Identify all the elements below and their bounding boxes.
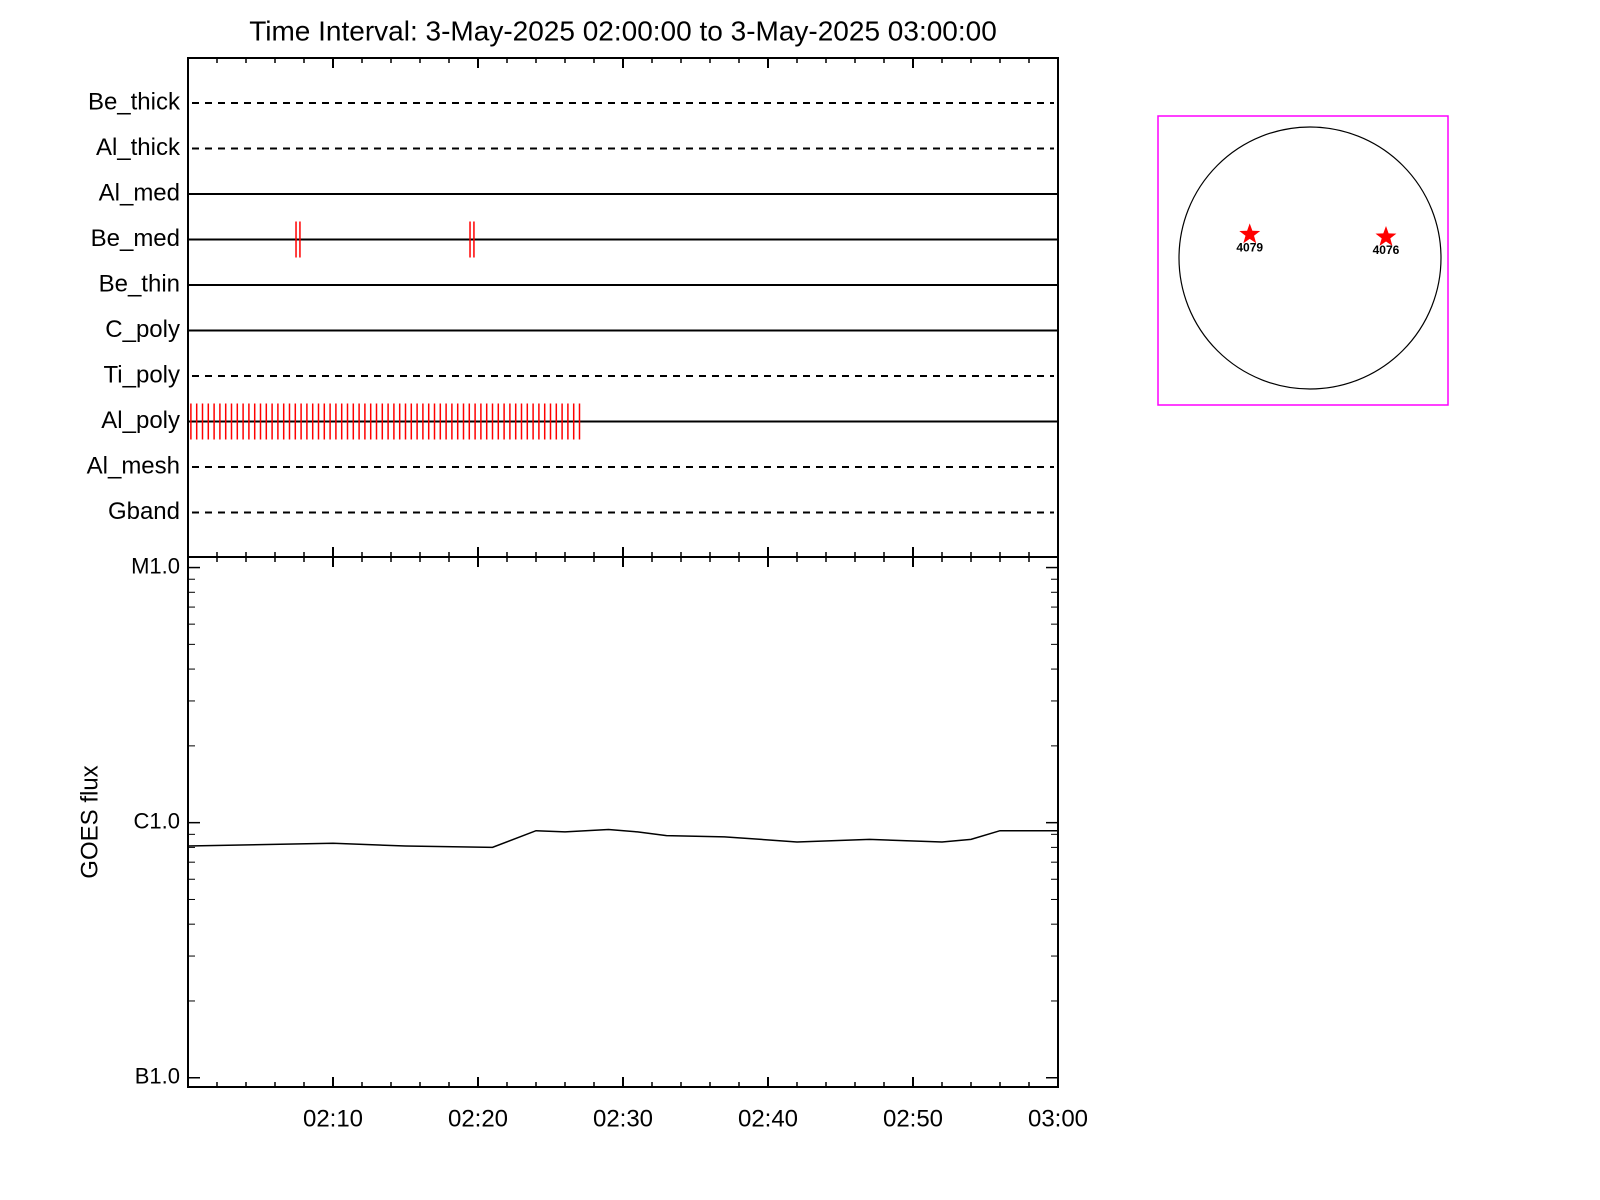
region-star: [1375, 226, 1397, 246]
row-label: Al_mesh: [87, 452, 180, 479]
y-axis-label: GOES flux: [76, 765, 103, 878]
disk-frame: [1157, 115, 1449, 406]
x-tick-label: 03:00: [1028, 1105, 1088, 1132]
region-label: 4079: [1236, 241, 1263, 255]
panel-frame: [187, 556, 1059, 1088]
y-tick-label: M1.0: [131, 553, 180, 578]
row-label: Be_thin: [99, 270, 180, 297]
row-label: C_poly: [105, 316, 180, 343]
x-tick-label: 02:30: [593, 1105, 653, 1132]
row-label: Be_thick: [88, 88, 181, 115]
row-label: Gband: [108, 498, 180, 525]
x-tick-label: 02:20: [448, 1105, 508, 1132]
x-tick-label: 02:40: [738, 1105, 798, 1132]
region-label: 4076: [1373, 243, 1400, 257]
row-label: Al_thick: [96, 134, 181, 161]
row-label: Be_med: [91, 225, 180, 252]
x-tick-label: 02:50: [883, 1105, 943, 1132]
row-label: Al_poly: [101, 407, 180, 434]
title: Time Interval: 3-May-2025 02:00:00 to 3-…: [249, 15, 997, 46]
flux-line: [187, 828, 1058, 849]
row-label: Ti_poly: [104, 361, 180, 388]
y-tick-label: B1.0: [135, 1064, 180, 1089]
y-tick-label: C1.0: [134, 808, 180, 833]
row-label: Al_med: [99, 179, 180, 206]
panel-frame: [187, 57, 1059, 558]
x-tick-label: 02:10: [303, 1105, 363, 1132]
solar-disk: [1178, 126, 1442, 390]
region-star: [1239, 223, 1261, 244]
